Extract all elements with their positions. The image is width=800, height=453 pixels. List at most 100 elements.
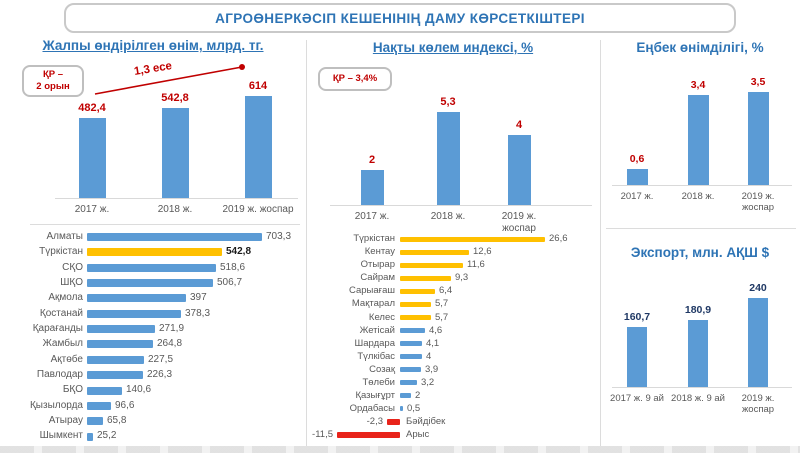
- bar-value-label: 3,2: [421, 376, 435, 388]
- bar: [87, 371, 143, 380]
- bar: [400, 249, 469, 255]
- kr-rank-badge: ҚР – 2 орын: [22, 65, 84, 97]
- row-label: Алматы: [46, 230, 84, 242]
- bar-value-label: 2: [415, 389, 421, 401]
- bar: [748, 298, 768, 387]
- bar-value-label: 227,5: [148, 353, 174, 365]
- row-label: Созақ: [369, 363, 395, 375]
- bar-value-label: 9,3: [455, 272, 469, 284]
- x-axis-label: 2018 ж.: [430, 211, 466, 222]
- bar: [87, 233, 262, 241]
- row-label: Бәйдібек: [406, 416, 446, 428]
- bar: [626, 169, 648, 185]
- bar: [244, 96, 272, 198]
- bar: [87, 263, 216, 272]
- bar: [87, 294, 186, 303]
- row-label: Шымкент: [39, 430, 83, 442]
- bar: [400, 275, 451, 281]
- x-axis-label: 2019 ж. жоспар: [501, 211, 537, 234]
- bar-value-label: 180,9: [684, 304, 712, 316]
- bar: [360, 170, 384, 205]
- bar-value-label: 11,6: [467, 259, 485, 271]
- bar-value-label: 397: [190, 292, 207, 304]
- row-label: Төлеби: [362, 376, 395, 388]
- growth-arrow: [90, 58, 255, 103]
- labor-productivity-title: Еңбек өнімділігі, %: [636, 40, 764, 55]
- kr-index-badge: ҚР – 3,4%: [318, 67, 392, 91]
- bar: [87, 432, 93, 441]
- x-axis-label: 2018 ж.: [157, 204, 193, 215]
- x-axis-line: [55, 198, 298, 199]
- volume-index-title: Нақты көлем индексі, %: [372, 40, 534, 55]
- row-label: Қостанай: [39, 307, 83, 319]
- export-title: Экспорт, млн. АҚШ $: [630, 245, 770, 260]
- bar-value-label: 160,7: [623, 311, 651, 323]
- bar: [400, 406, 403, 412]
- x-axis-line: [330, 205, 592, 206]
- bar-value-label: 96,6: [115, 399, 135, 411]
- x-axis-label: 2017 ж. 9 ай: [610, 393, 664, 404]
- bar-value-label: 65,8: [107, 415, 127, 426]
- bar: [87, 325, 155, 334]
- kr-index-badge-text: ҚР – 3,4%: [332, 73, 378, 84]
- bar-value-label: 25,2: [97, 430, 117, 442]
- row-label: Ақмола: [48, 292, 83, 304]
- bar: [400, 380, 417, 386]
- bar: [87, 309, 181, 318]
- bar-value-label: 264,8: [157, 338, 183, 350]
- bar-value-label: 542,8: [226, 246, 252, 258]
- bar-value-label: 6,4: [439, 285, 453, 297]
- bottom-edge-strip: [0, 446, 800, 453]
- x-axis-line: [612, 387, 792, 388]
- dashboard-title-banner: АГРОӨНЕРКӘСІП КЕШЕНІНІҢ ДАМУ КӨРСЕТКІШТЕ…: [64, 3, 736, 33]
- row-label: Жетісай: [359, 324, 395, 336]
- bar: [400, 262, 463, 268]
- bar-value-label: 4,6: [429, 324, 443, 336]
- row-label: Шардара: [354, 337, 395, 349]
- x-axis-label: 2017 ж.: [620, 191, 654, 202]
- bar-value-label: 3,4: [690, 79, 706, 91]
- bar-value-label: 3,9: [425, 363, 439, 375]
- bar: [400, 301, 431, 307]
- bar: [400, 327, 425, 333]
- right-section-divider: [606, 228, 796, 229]
- row-label: БҚО: [62, 384, 83, 396]
- bar-value-label: -2,3: [366, 416, 383, 428]
- bar-value-label: 518,6: [220, 261, 246, 273]
- bar-value-label: 226,3: [147, 368, 173, 380]
- bar: [400, 354, 422, 360]
- row-label: Кентау: [364, 246, 395, 258]
- row-label: ШҚО: [60, 276, 83, 288]
- row-label: Жамбыл: [42, 338, 83, 350]
- bar-value-label: 0,5: [407, 403, 421, 415]
- row-label: Ақтөбе: [50, 353, 83, 365]
- bar: [400, 288, 435, 294]
- bar: [400, 393, 411, 399]
- bar-value-label: 0,6: [629, 153, 645, 165]
- bar-value-label: 240: [749, 282, 767, 294]
- x-axis-label: 2018 ж.: [681, 191, 715, 202]
- row-label: Түркістан: [353, 233, 395, 245]
- bar: [87, 417, 103, 426]
- bar: [747, 92, 769, 185]
- row-label: Ордабасы: [349, 403, 395, 415]
- bar-value-label: 271,9: [159, 322, 185, 334]
- bar: [87, 248, 222, 257]
- bar-value-label: 12,6: [473, 246, 492, 258]
- row-label: Сайрам: [360, 272, 395, 284]
- row-label: Қарағанды: [32, 322, 83, 334]
- dashboard-title: АГРОӨНЕРКӘСІП КЕШЕНІНІҢ ДАМУ КӨРСЕТКІШТЕ…: [215, 10, 585, 26]
- bar-value-label: 5,3: [440, 96, 456, 108]
- x-axis-label: 2018 ж. 9 ай: [671, 393, 725, 404]
- row-label: Отырар: [360, 259, 395, 271]
- bar: [507, 135, 531, 205]
- bar: [337, 432, 400, 439]
- row-label: Арыс: [406, 429, 430, 441]
- bar-value-label: 4: [515, 119, 523, 131]
- bar: [387, 418, 400, 425]
- arrow-line: [94, 66, 243, 95]
- column-divider: [306, 40, 307, 446]
- left-section-divider: [30, 224, 300, 225]
- bar: [627, 327, 647, 387]
- row-label: Түлкібас: [357, 350, 395, 362]
